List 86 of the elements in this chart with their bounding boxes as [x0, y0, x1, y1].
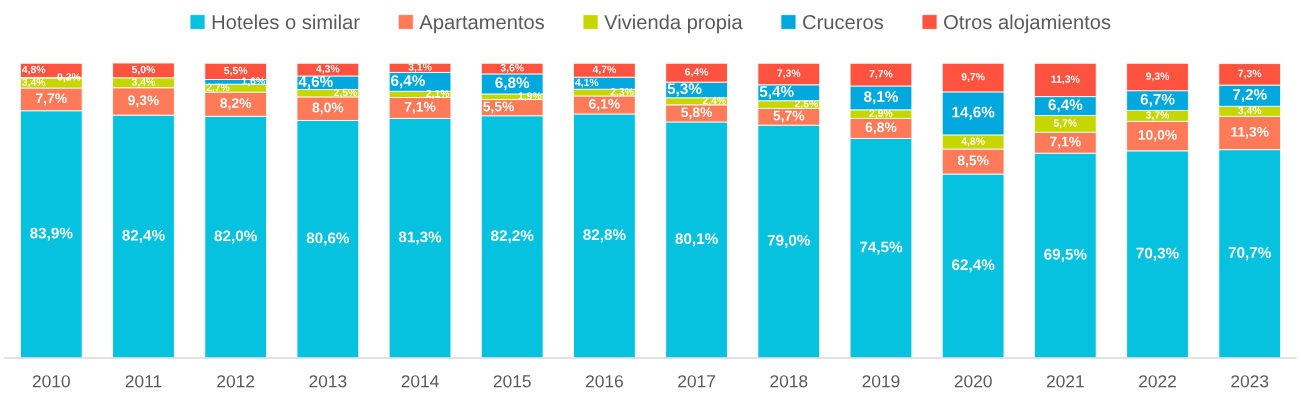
- data-label: 2,7%: [206, 83, 230, 93]
- data-label: 9,7%: [961, 73, 985, 82]
- x-tick-label: 2015: [493, 375, 531, 388]
- data-label: 83,9%: [30, 227, 73, 241]
- data-label: 4,1%: [575, 78, 599, 88]
- data-label: 7,2%: [1232, 88, 1267, 103]
- data-label: 7,1%: [1050, 136, 1081, 149]
- data-label: 80,1%: [675, 233, 718, 247]
- data-label: 69,5%: [1044, 248, 1087, 262]
- data-label: 11,3%: [1051, 75, 1080, 85]
- data-label: 2,5%: [333, 88, 358, 98]
- data-label: 8,2%: [220, 98, 252, 110]
- data-label: 3,4%: [22, 78, 46, 88]
- data-label: 5,7%: [773, 110, 805, 123]
- x-tick-label: 2012: [217, 375, 255, 388]
- data-label: 3,4%: [1238, 106, 1262, 116]
- data-label: 2,9%: [869, 109, 893, 119]
- data-label: 5,0%: [131, 65, 156, 75]
- x-tick-label: 2022: [1139, 375, 1176, 388]
- x-tick-label: 2017: [678, 375, 716, 388]
- data-label: 2,1%: [426, 89, 450, 99]
- data-label: 79,0%: [767, 234, 811, 248]
- data-label: 5,4%: [759, 86, 794, 100]
- x-tick-label: 2023: [1231, 375, 1269, 388]
- data-label: 6,8%: [495, 77, 530, 91]
- data-label: 8,1%: [864, 91, 898, 105]
- legend-label: Otros alojamientos: [944, 14, 1111, 34]
- data-label: 9,3%: [128, 95, 159, 108]
- data-label: 7,3%: [1238, 69, 1262, 79]
- data-label: 6,4%: [1048, 99, 1083, 113]
- x-tick-label: 2016: [585, 375, 623, 388]
- data-label: 6,8%: [865, 122, 897, 135]
- data-label: 2,3%: [610, 88, 634, 97]
- data-label: 8,5%: [957, 155, 989, 168]
- data-label: 7,7%: [869, 70, 893, 79]
- data-label: 6,7%: [1140, 93, 1175, 107]
- data-label: 11,3%: [1231, 126, 1269, 139]
- x-tick-label: 2018: [770, 375, 808, 388]
- data-label: 7,1%: [404, 101, 436, 114]
- data-label: 82,8%: [583, 229, 626, 243]
- data-label: 70,7%: [1228, 247, 1271, 261]
- data-label: 5,3%: [667, 83, 702, 97]
- x-tick-label: 2019: [862, 375, 900, 388]
- data-label: 4,3%: [316, 65, 340, 74]
- legend-label: Apartamentos: [419, 15, 545, 34]
- data-label: 82,0%: [214, 230, 257, 244]
- legend-label: Vivienda propia: [604, 14, 743, 34]
- data-label: 5,7%: [1053, 119, 1077, 129]
- x-tick-label: 2020: [954, 375, 992, 388]
- data-label: 80,6%: [306, 232, 350, 246]
- x-tick-label: 2021: [1046, 375, 1084, 388]
- data-label: 74,5%: [859, 241, 903, 255]
- legend-label: Cruceros: [803, 14, 883, 30]
- data-label: 3,7%: [1145, 111, 1170, 121]
- x-tick-label: 2014: [401, 375, 439, 388]
- data-label: 7,3%: [777, 69, 801, 79]
- data-label: 2,6%: [794, 99, 818, 109]
- data-label: 3,1%: [408, 63, 432, 73]
- data-label: 62,4%: [952, 259, 995, 273]
- data-label: 0,2%: [57, 73, 81, 83]
- data-label: 70,3%: [1136, 247, 1179, 261]
- data-label: 6,1%: [589, 98, 620, 111]
- data-label: 81,3%: [398, 231, 442, 245]
- data-label: 6,4%: [685, 68, 709, 78]
- data-label: 10,0%: [1138, 129, 1177, 142]
- x-tick-label: 2010: [32, 375, 70, 388]
- data-label: 82,4%: [122, 229, 165, 243]
- data-label: 4,7%: [592, 65, 616, 75]
- data-label: 4,8%: [21, 65, 46, 75]
- data-label: 5,8%: [681, 107, 713, 120]
- data-label: 2,4%: [702, 96, 726, 106]
- data-label: 14,6%: [952, 106, 995, 120]
- data-label: 82,2%: [491, 230, 534, 244]
- data-label: 5,5%: [483, 101, 515, 114]
- data-label: 6,4%: [391, 75, 425, 89]
- data-label: 7,7%: [36, 93, 67, 106]
- data-label: 3,6%: [500, 64, 524, 73]
- data-label: 5,5%: [224, 66, 248, 76]
- data-label: 4,6%: [298, 76, 333, 90]
- data-label: 9,3%: [1146, 72, 1170, 82]
- data-label: 8,0%: [312, 102, 344, 115]
- x-tick-label: 2011: [125, 375, 162, 388]
- x-tick-label: 2013: [309, 375, 347, 388]
- legend-label: Hoteles o similar: [212, 14, 360, 30]
- data-label: 4,8%: [961, 137, 985, 147]
- data-label: 3,4%: [131, 78, 156, 88]
